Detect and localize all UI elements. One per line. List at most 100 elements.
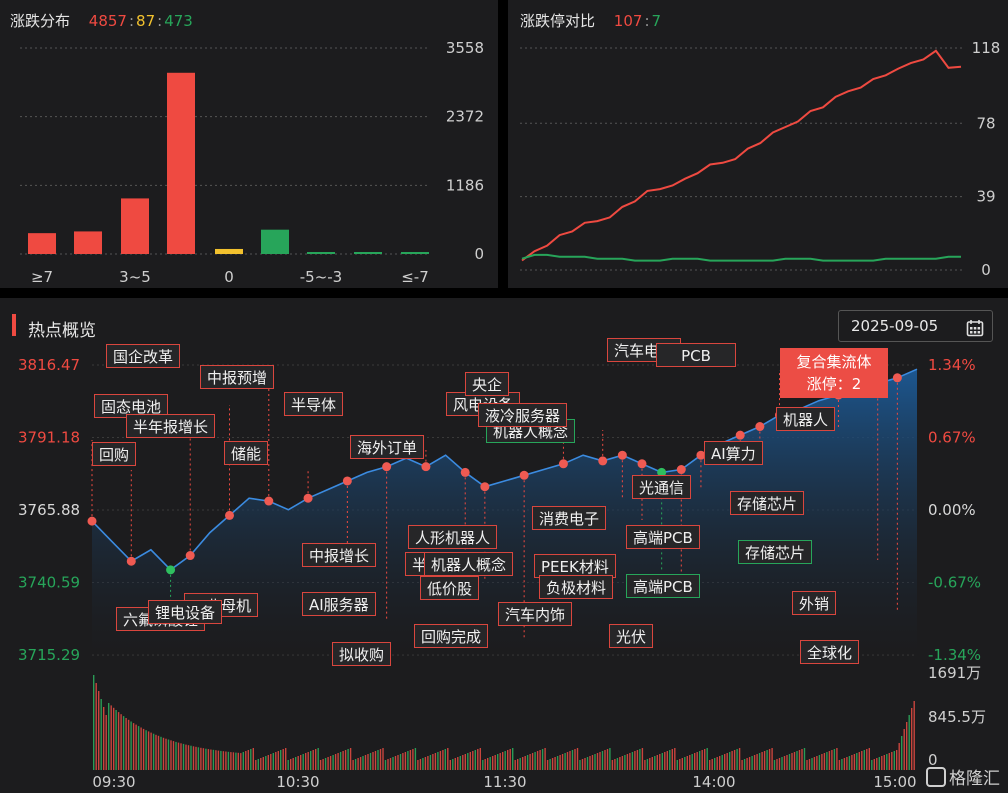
y-tick-label-left: 3715.29 [18,646,80,664]
separator: : [128,12,135,30]
concept-tag[interactable]: PCB [656,343,736,367]
volume-bar [215,750,217,770]
volume-bar [197,747,200,770]
concept-tag[interactable]: 半年报增长 [126,414,216,438]
volume-bar [731,751,733,770]
volume-bar [526,755,529,770]
volume-bar [641,748,644,770]
volume-bar [903,729,905,770]
volume-bar [334,754,337,770]
volume-bar [297,756,299,770]
volume-bar [262,757,264,770]
volume-bar [586,757,589,770]
y-tick-label: 1186 [446,176,484,194]
volume-bar [818,755,821,770]
volume-bar [579,760,581,770]
concept-tag[interactable]: 低价股 [420,576,480,600]
volume-bar [347,749,349,770]
concept-tag[interactable]: 拟收购 [332,642,392,666]
concept-tag[interactable]: 光通信 [632,475,692,499]
volume-bar [878,757,880,770]
volume-bar [868,748,870,770]
concept-tag[interactable]: 消费电子 [532,506,607,530]
volume-bar [601,751,604,770]
concept-tag[interactable]: 全球化 [800,640,860,664]
concept-tag[interactable]: PEEK材料 [534,554,616,578]
calendar-icon[interactable] [966,317,984,337]
concept-tag[interactable]: 机器人概念 [424,552,514,576]
volume-bar [741,760,743,770]
volume-bar [324,758,327,770]
volume-bar [564,753,566,770]
concept-tag[interactable]: 外销 [792,591,837,615]
volume-bar [372,752,374,770]
volume-bar [362,756,364,770]
y-tick-label-right: 1.34% [928,356,976,374]
concept-tag[interactable]: 存储芯片 [738,540,813,564]
concept-tag[interactable]: AI算力 [704,441,763,465]
concept-tag[interactable]: 高端PCB [626,525,700,549]
concept-tag[interactable]: 央企 [465,372,510,396]
concept-tag[interactable]: 存储芯片 [730,491,805,515]
volume-bar [394,756,397,770]
callout-count: 涨停：2 [806,375,862,393]
concept-tag[interactable]: 锂电设备 [148,600,223,624]
event-marker [676,465,686,475]
concept-tag[interactable]: 高端PCB [626,574,700,598]
concept-tag[interactable]: 液冷服务器 [478,403,568,427]
y-tick-label: 2372 [446,108,484,126]
y-tick-label: 0 [981,261,991,279]
concept-tag[interactable]: AI服务器 [302,592,376,616]
volume-bar [399,754,402,770]
volume-bar [222,751,225,770]
volume-bar [671,749,673,770]
concept-tag[interactable]: 光伏 [609,624,654,648]
bar [121,198,149,254]
volume-bar [666,751,668,770]
concept-tag[interactable]: 回购 [92,442,137,466]
volume-bar [517,759,519,770]
concept-tag[interactable]: 负极材料 [539,575,614,599]
volume-bar [397,755,399,770]
concept-tag[interactable]: 海外订单 [350,435,425,459]
volume-bar [329,756,332,770]
volume-bar [110,705,112,770]
volume-bar [100,699,102,770]
volume-bar [721,755,723,770]
date-picker[interactable]: 2025-09-05 [838,310,993,342]
concept-tag[interactable]: 回购完成 [414,624,489,648]
limit-up-callout[interactable]: 复合集流体 涨停：2 [780,348,888,398]
concept-tag[interactable]: 中报增长 [302,543,377,567]
volume-bar [793,752,796,770]
volume-bar [589,756,591,770]
series-line [521,253,961,262]
concept-tag[interactable]: 国企改革 [106,344,181,368]
volume-bar [554,757,556,770]
volume-bar [95,683,97,770]
volume-bar [546,760,549,770]
limit-down-count: 7 [651,12,662,30]
volume-bar [205,748,207,770]
volume-bar [581,759,584,770]
concept-tag[interactable]: 储能 [224,441,269,465]
volume-bar [661,753,663,770]
concept-tag[interactable]: 汽车内饰 [498,602,573,626]
volume-bar [494,755,496,770]
volume-bar [898,743,900,770]
volume-bar [836,748,838,770]
limit-comparison-panel: 涨跌停对比 107:7 118 78 39 0 [508,0,1008,288]
volume-bar [332,755,334,770]
y-tick-label-right: 0.67% [928,428,976,446]
concept-tag[interactable]: 半导体 [284,392,344,416]
concept-tag[interactable]: 机器人 [776,407,836,431]
volume-bar [634,751,636,770]
volume-bar [736,749,738,770]
y-tick-label-left: 3791.18 [18,428,80,446]
concept-tag[interactable]: 人形机器人 [408,525,498,549]
event-marker [637,459,647,469]
volume-bar [339,752,342,770]
event-marker [342,476,352,486]
concept-tag[interactable]: 中报预增 [200,365,275,389]
volume-bar [322,759,324,770]
volume-bar [848,756,851,770]
